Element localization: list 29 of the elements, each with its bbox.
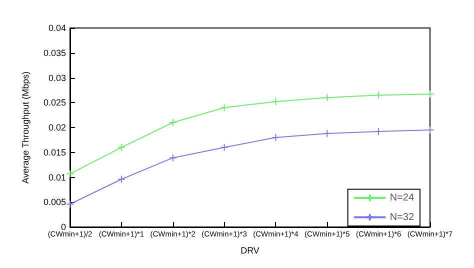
point [426,90,434,98]
point [374,91,383,100]
y-tick-label: 0.02 [48,122,66,132]
y-axis-title: Average Throughput (Mbps) [20,71,30,184]
y-tick-label: 0.015 [43,147,66,158]
y-tick-label: 0 [60,222,66,232]
y-tick-label: 0.04 [48,23,66,33]
point [220,104,228,112]
y-tick-label: 0.025 [43,98,66,108]
y-tick-label: 0.035 [43,48,66,58]
point [66,200,74,208]
x-axis-title: DRV [240,246,260,256]
point [117,175,126,184]
y-tick-label: 0.005 [43,197,66,208]
point [374,127,383,136]
point [272,98,280,106]
point [323,94,332,102]
legend-label: N=32 [390,212,414,223]
point [426,126,434,134]
legend-label: N=24 [390,192,414,204]
point [168,154,177,162]
y-tick-label: 0.03 [48,72,66,83]
point [323,129,332,138]
point [168,118,177,127]
point [220,143,228,152]
y-tick-label: 0.01 [48,172,66,182]
point [66,170,74,178]
point [117,143,126,152]
point [272,133,280,142]
